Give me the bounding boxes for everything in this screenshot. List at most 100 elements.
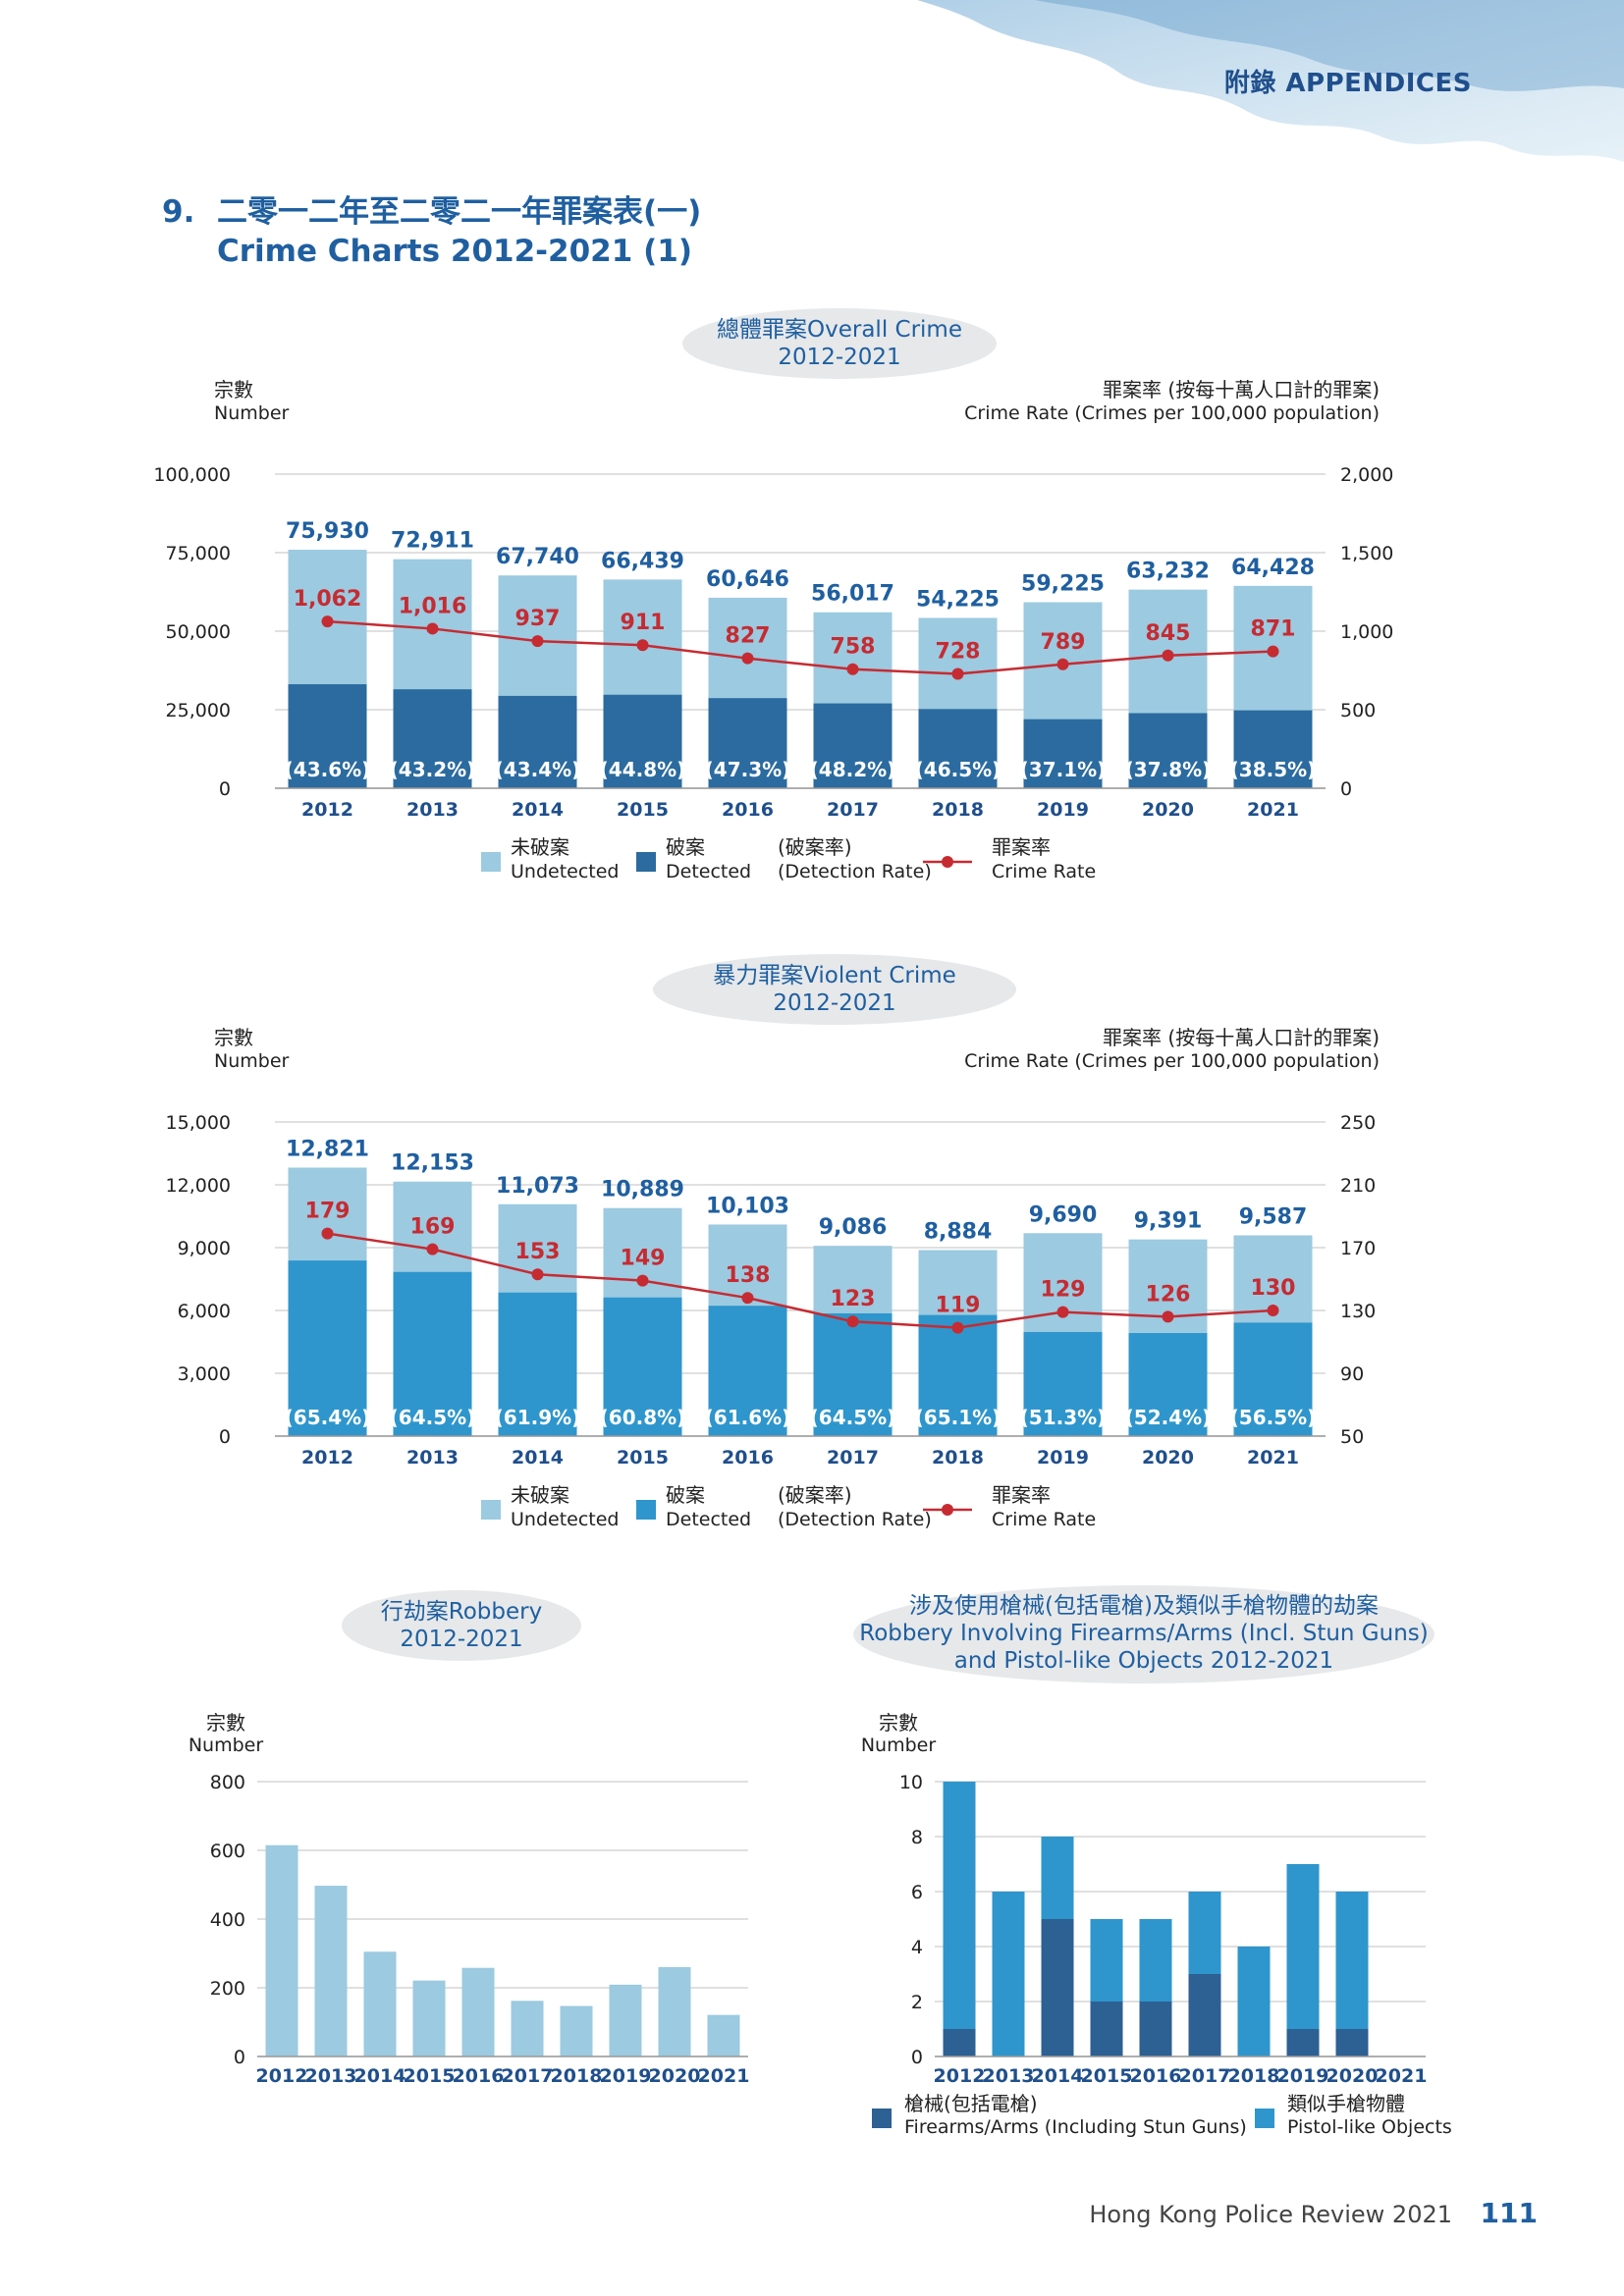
y-tick-label: 4 <box>911 1937 923 1958</box>
crime-rate-label: 845 <box>1146 621 1191 646</box>
crime-rate-label: 126 <box>1146 1282 1191 1307</box>
firearms-chart-title: 涉及使用槍械(包括電槍)及類似手槍物體的劫案 Robbery Involving… <box>849 1582 1438 1686</box>
crime-rate-label: 138 <box>726 1263 771 1288</box>
robbery-bar <box>511 2001 544 2056</box>
detection-rate-label: (61.6%) <box>705 1406 791 1429</box>
violent-title-years: 2012-2021 <box>773 990 896 1016</box>
crime-rate-label: 123 <box>831 1287 876 1311</box>
legend-point-swatch <box>942 1504 953 1516</box>
robbery-bar <box>707 2014 740 2056</box>
y-tick-label: 600 <box>210 1841 245 1862</box>
right-axis-caption-zh: 罪案率 (按每十萬人口計的罪案) <box>1103 1026 1380 1049</box>
total-label: 12,821 <box>286 1137 369 1161</box>
pistol-like-bar <box>1237 1947 1271 2056</box>
legend-label-en: Crime Rate <box>992 1509 1096 1530</box>
y-tick-label: 75,000 <box>166 543 231 564</box>
legend-label-en: (Detection Rate) <box>778 861 932 882</box>
y-tick-label: 0 <box>911 2047 923 2068</box>
detection-rate-label: (48.2%) <box>810 758 896 781</box>
crime-rate-point <box>951 1321 964 1334</box>
detection-rate-label: (61.9%) <box>495 1406 581 1429</box>
detection-rate-label: (60.8%) <box>600 1406 686 1429</box>
pistol-like-bar <box>1041 1837 1074 1919</box>
crime-rate-point <box>1162 649 1174 662</box>
left-axis-caption-en: Number <box>214 402 290 424</box>
pistol-like-bar <box>1188 1892 1221 1974</box>
crime-rate-label: 1,016 <box>399 594 467 618</box>
detection-rate-label: (43.4%) <box>495 758 581 781</box>
detection-rate-label: (44.8%) <box>600 758 686 781</box>
y-tick-label: 50,000 <box>166 621 231 643</box>
firearms-title-line3: and Pistol-like Objects 2012-2021 <box>953 1648 1334 1674</box>
y-tick-label: 0 <box>234 2047 245 2068</box>
x-tick-label: 2021 <box>1247 1447 1299 1468</box>
crime-rate-point <box>636 1274 649 1287</box>
crime-rate-label: 119 <box>936 1294 981 1318</box>
firearms-bar <box>1188 1974 1221 2056</box>
y-tick-label: 10 <box>899 1772 923 1793</box>
total-label: 10,889 <box>601 1178 684 1202</box>
total-label: 59,225 <box>1021 571 1105 596</box>
x-tick-label: 2021 <box>1247 799 1299 821</box>
total-label: 72,911 <box>391 529 474 554</box>
robbery-title-text: 行劫案Robbery <box>380 1599 543 1625</box>
crime-rate-label: 789 <box>1041 630 1086 655</box>
legend-label-zh: 未破案 <box>511 1483 569 1507</box>
legend-label-en: Pistol-like Objects <box>1287 2116 1452 2138</box>
robbery-chart-title: 行劫案Robbery 2012-2021 <box>339 1588 584 1663</box>
firearms-bar <box>1139 2002 1172 2056</box>
detection-rate-label: (65.4%) <box>285 1406 371 1429</box>
detection-rate-label: (47.3%) <box>705 758 791 781</box>
title-wash-decoration <box>682 308 997 379</box>
robbery-bar <box>314 1886 348 2056</box>
total-label: 9,587 <box>1239 1204 1308 1229</box>
crime-rate-label: 911 <box>621 611 666 635</box>
y-tick-label: 6 <box>911 1882 923 1903</box>
detected-bar <box>498 1292 577 1436</box>
legend-label-zh: (破案率) <box>778 1483 852 1507</box>
x-tick-label: 2015 <box>617 799 669 821</box>
publication-name: Hong Kong Police Review 2021 <box>1089 2201 1452 2228</box>
detection-rate-label: (64.5%) <box>390 1406 476 1429</box>
firearms-bar <box>1041 1919 1074 2056</box>
crime-rate-label: 130 <box>1251 1276 1296 1301</box>
violent-chart-title: 暴力罪案Violent Crime 2012-2021 <box>648 952 1021 1027</box>
robbery-title-years: 2012-2021 <box>400 1627 523 1652</box>
pistol-like-bar <box>943 1782 976 2029</box>
crime-rate-label: 1,062 <box>294 587 362 612</box>
crime-rate-point <box>741 652 754 665</box>
y-axis-caption-en: Number <box>861 1735 937 1756</box>
total-label: 60,646 <box>706 567 789 592</box>
detected-bar <box>498 695 577 788</box>
detection-rate-label: (37.1%) <box>1020 758 1107 781</box>
y-tick-label: 0 <box>219 778 231 800</box>
y-tick-label: 9,000 <box>178 1238 231 1259</box>
detection-rate-label: (43.2%) <box>390 758 476 781</box>
right-axis-caption-zh: 罪案率 (按每十萬人口計的罪案) <box>1103 378 1380 401</box>
y2-tick-label: 130 <box>1340 1301 1376 1322</box>
detected-bar <box>708 1306 787 1436</box>
crime-rate-point <box>1162 1310 1174 1323</box>
legend-label-en: Detected <box>666 861 751 882</box>
y-tick-label: 12,000 <box>166 1175 231 1197</box>
crime-rate-point <box>531 635 544 648</box>
crime-rate-point <box>1267 1305 1279 1316</box>
detected-bar <box>813 703 893 788</box>
detection-rate-label: (38.5%) <box>1230 758 1317 781</box>
pistol-like-bar <box>1286 1864 1320 2029</box>
legend-label-zh: 罪案率 <box>992 835 1051 859</box>
total-label: 9,086 <box>819 1215 888 1240</box>
x-tick-label: 2021 <box>698 2065 750 2087</box>
left-axis-caption-zh: 宗數 <box>214 378 253 401</box>
detected-bar <box>603 694 682 788</box>
overall-chart-title: 總體罪案Overall Crime 2012-2021 <box>677 306 1001 381</box>
legend-swatch <box>872 2109 892 2128</box>
crime-rate-point <box>426 622 439 635</box>
crime-rate-label: 758 <box>831 635 876 660</box>
detected-bar <box>603 1297 682 1436</box>
legend-label-en: Crime Rate <box>992 861 1096 882</box>
legend-label-en: Firearms/Arms (Including Stun Guns) <box>904 2116 1247 2138</box>
y-tick-label: 0 <box>219 1426 231 1448</box>
x-tick-label: 2016 <box>1130 2065 1182 2087</box>
firearms-title-line2: Robbery Involving Firearms/Arms (Incl. S… <box>859 1621 1429 1646</box>
